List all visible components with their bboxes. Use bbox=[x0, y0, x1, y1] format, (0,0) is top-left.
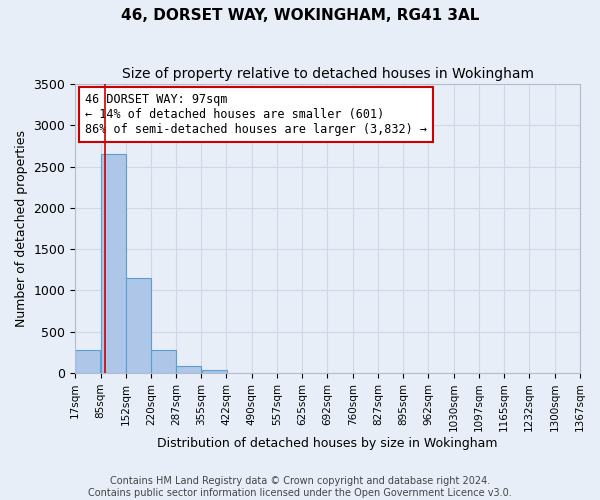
Bar bbox=[76, 350, 100, 373]
Bar bbox=[151, 350, 176, 373]
Bar bbox=[202, 370, 227, 373]
Bar bbox=[101, 154, 126, 373]
Bar bbox=[176, 366, 201, 373]
Text: 46, DORSET WAY, WOKINGHAM, RG41 3AL: 46, DORSET WAY, WOKINGHAM, RG41 3AL bbox=[121, 8, 479, 22]
Bar bbox=[126, 278, 151, 373]
Y-axis label: Number of detached properties: Number of detached properties bbox=[15, 130, 28, 327]
Text: Contains HM Land Registry data © Crown copyright and database right 2024.
Contai: Contains HM Land Registry data © Crown c… bbox=[88, 476, 512, 498]
Text: 46 DORSET WAY: 97sqm
← 14% of detached houses are smaller (601)
86% of semi-deta: 46 DORSET WAY: 97sqm ← 14% of detached h… bbox=[85, 92, 427, 136]
X-axis label: Distribution of detached houses by size in Wokingham: Distribution of detached houses by size … bbox=[157, 437, 498, 450]
Title: Size of property relative to detached houses in Wokingham: Size of property relative to detached ho… bbox=[122, 68, 533, 82]
